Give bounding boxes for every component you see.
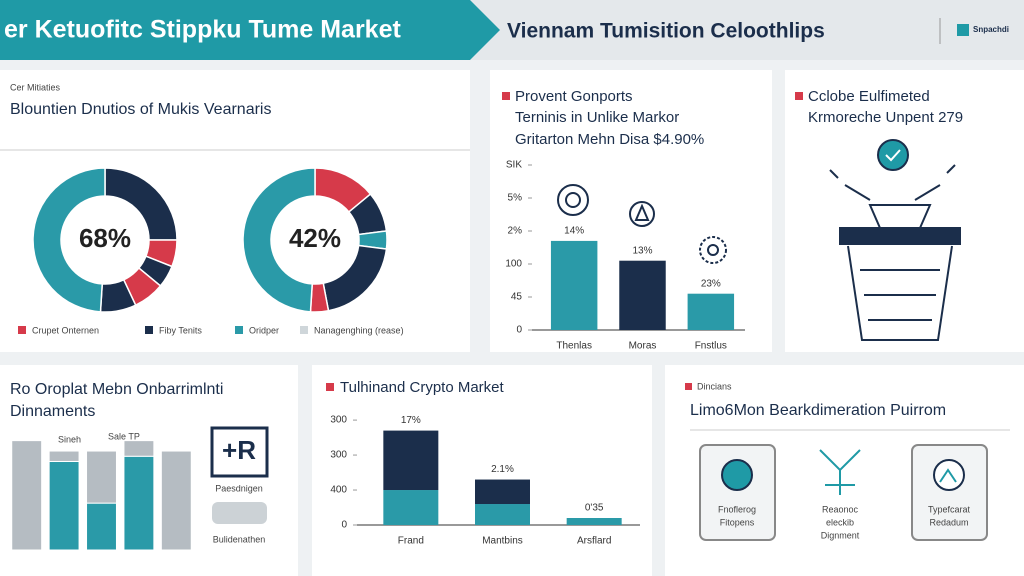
bar xyxy=(550,240,598,330)
x-tick-label: Thenlas xyxy=(556,341,592,352)
kicker: Cer Mitiaties xyxy=(10,82,61,92)
legend-swatch xyxy=(300,326,308,334)
bar-segment xyxy=(475,479,530,505)
y-tick-label: SIK xyxy=(506,160,522,171)
feature-label: eleckib xyxy=(826,517,854,527)
card xyxy=(312,365,652,576)
header-subtitle: Viennam Tumisition Celoothlips xyxy=(507,20,825,43)
x-tick-label: Frand xyxy=(398,536,424,547)
bullet xyxy=(795,92,803,100)
y-tick-label: 45 xyxy=(511,292,523,303)
y-tick-label: 100 xyxy=(505,259,522,270)
legend-label: Crupet Onternen xyxy=(32,325,99,335)
legend-swatch xyxy=(18,326,26,334)
y-tick-label: 300 xyxy=(330,415,347,426)
basket-illustration xyxy=(829,139,961,341)
bar-segment xyxy=(86,450,117,504)
logo-icon xyxy=(957,24,969,36)
bar-annotation: 14% xyxy=(564,226,584,237)
bar-icons xyxy=(557,184,727,264)
bullet xyxy=(326,383,334,391)
bar-segment xyxy=(383,490,439,525)
mini-label: Paesdnigen xyxy=(215,483,263,493)
feature-icons xyxy=(699,444,988,541)
y-tick-label: 300 xyxy=(330,450,347,461)
bar xyxy=(619,260,666,330)
legend-label: Oridper xyxy=(249,325,279,335)
bar-segment xyxy=(160,450,192,551)
panel-title: Cclobe Eulfimeted xyxy=(808,88,930,105)
mini-icons: +R xyxy=(210,426,269,524)
center-label: 42% xyxy=(289,223,341,253)
bar-segment xyxy=(383,430,439,491)
x-tick-label: Moras xyxy=(629,341,657,352)
panel-title: Tulhinand Crypto Market xyxy=(340,379,505,396)
bar-segment xyxy=(123,455,155,551)
bar-segment xyxy=(475,504,530,525)
svg-text:+R: +R xyxy=(222,435,256,465)
donut-segment xyxy=(32,167,106,313)
header-title: er Ketuofitc Stippku Tume Market xyxy=(4,16,401,44)
bar-annotation: 2.1% xyxy=(491,464,514,475)
bullet xyxy=(685,383,692,390)
bar xyxy=(687,293,735,330)
x-tick-label: Fnstlus xyxy=(695,341,727,352)
x-tick-label: Mantbins xyxy=(482,536,523,547)
center-label: 68% xyxy=(79,223,131,253)
legend-swatch xyxy=(235,326,243,334)
panel-subtitle: Terninis in Unlike Markor xyxy=(515,109,679,126)
bar-annotation: 13% xyxy=(632,245,652,256)
panel-subtitle: Gritarton Mehn Disa $4.90% xyxy=(515,131,704,148)
mini-label: Bulidenathen xyxy=(213,534,266,544)
bar-annotation: 0'35 xyxy=(585,503,604,514)
header-banner xyxy=(0,0,500,60)
y-tick-label: 400 xyxy=(330,485,347,496)
feature-label: Typefcarat xyxy=(928,504,971,514)
panel-title: Limo6Mon Bearkdimeration Puirrom xyxy=(690,402,946,419)
panel-subtitle: Dinnaments xyxy=(10,403,95,420)
panel-subtitle: Krmoreche Unpent 279 xyxy=(808,109,963,126)
panel-title: Blountien Dnutios of Mukis Vearnaris xyxy=(10,101,271,118)
panel-title: Provent Gonports xyxy=(515,88,633,105)
feature-label: Dignment xyxy=(821,530,860,540)
x-tick-label: Arsflard xyxy=(577,536,611,547)
bar-annotation: 17% xyxy=(401,415,421,426)
bar-segment xyxy=(48,460,80,551)
kicker: Dincians xyxy=(697,381,732,391)
feature-label: Fnoflerog xyxy=(718,504,756,514)
panel-title: Ro Oroplat Mebn Onbarrimlnti xyxy=(10,381,223,398)
legend-swatch xyxy=(145,326,153,334)
bar-segment xyxy=(11,440,43,551)
bar-segment xyxy=(86,502,117,551)
feature-label: Reaonoc xyxy=(822,504,859,514)
logo: Snpachdi xyxy=(973,25,1009,34)
note: Sineh xyxy=(58,434,81,444)
bar-segment xyxy=(48,450,80,462)
y-tick-label: 0 xyxy=(341,520,347,531)
donut-segment xyxy=(242,167,316,313)
feature-label: Fitopens xyxy=(720,517,755,527)
bar-annotation: 23% xyxy=(701,278,721,289)
bar-segment xyxy=(123,440,155,457)
legend-label: Nanagenghing (rease) xyxy=(314,325,404,335)
legend-label: Fiby Tenits xyxy=(159,325,202,335)
note: Sale TP xyxy=(108,431,140,441)
y-tick-label: 0 xyxy=(516,325,522,336)
y-tick-label: 5% xyxy=(508,193,523,204)
bullet xyxy=(502,92,510,100)
feature-label: Redadum xyxy=(929,517,968,527)
bar-segment xyxy=(566,518,622,525)
y-tick-label: 2% xyxy=(508,226,523,237)
